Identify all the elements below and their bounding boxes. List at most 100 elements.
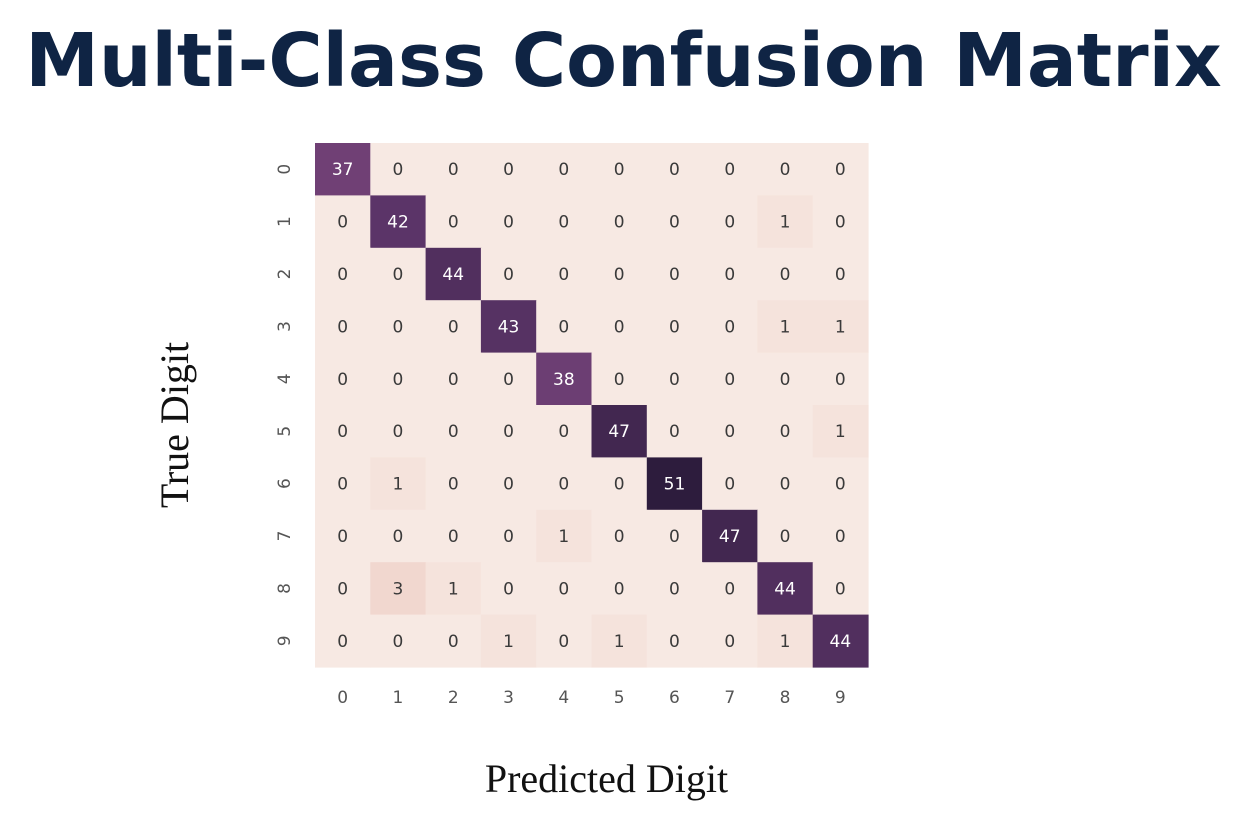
cell-value-r2-c5: 0 [614, 265, 625, 285]
heatmap-cell-r5-c9 [812, 405, 869, 458]
heatmap-cell-r4-c9 [812, 352, 869, 406]
cell-value-r9-c2: 0 [448, 632, 459, 652]
y-tick-label: 7 [275, 531, 295, 542]
heatmap-cell-r5-c0 [315, 405, 371, 458]
cell-value-r3-c8: 1 [780, 317, 791, 337]
cell-value-r1-c0: 0 [337, 213, 348, 233]
heatmap-cell-r0-c2 [425, 143, 482, 196]
x-tick-label: 5 [614, 688, 625, 708]
heatmap-cell-r7-c2 [425, 509, 482, 563]
cell-value-r5-c5: 47 [608, 422, 630, 442]
cell-value-r9-c5: 1 [614, 632, 625, 652]
cell-value-r3-c4: 0 [558, 317, 569, 337]
heatmap-cell-r2-c3 [480, 247, 537, 301]
heatmap-cell-r3-c3 [480, 300, 537, 354]
cell-value-r3-c6: 0 [669, 317, 680, 337]
cell-value-r9-c6: 0 [669, 632, 680, 652]
x-tick-label: 7 [724, 688, 735, 708]
cell-value-r6-c9: 0 [835, 475, 846, 495]
y-tick-labels: 0 1 2 3 4 5 6 7 8 9 [275, 164, 295, 646]
cell-value-r4-c8: 0 [780, 370, 791, 390]
heatmap-cell-r4-c7 [702, 352, 758, 406]
heatmap-cell-r9-c0 [315, 614, 371, 668]
cell-value-r8-c6: 0 [669, 579, 680, 599]
heatmap-cell-r9-c1 [370, 614, 427, 668]
heatmap-cell-r1-c8 [757, 195, 814, 249]
cell-value-r9-c0: 0 [337, 632, 348, 652]
heatmap-cell-r5-c4 [536, 405, 593, 458]
heatmap-cell-r8-c3 [480, 562, 537, 616]
cell-value-r3-c0: 0 [337, 317, 348, 337]
heatmap-cell-r5-c2 [425, 405, 482, 458]
cell-value-r6-c3: 0 [503, 475, 514, 495]
cell-value-r3-c3: 43 [498, 317, 520, 337]
heatmap-cell-r8-c5 [591, 562, 648, 616]
cell-value-r1-c3: 0 [503, 213, 514, 233]
heatmap-cell-r9-c2 [425, 614, 482, 668]
heatmap-cell-r9-c9 [812, 614, 869, 668]
cell-value-r5-c8: 0 [780, 422, 791, 442]
heatmap-cell-r4-c8 [757, 352, 814, 406]
heatmap-cell-r4-c5 [591, 352, 648, 406]
cell-value-r4-c0: 0 [337, 370, 348, 390]
cell-value-r8-c5: 0 [614, 579, 625, 599]
x-tick-label: 9 [835, 688, 846, 708]
heatmap-cell-r9-c8 [757, 614, 814, 668]
x-tick-label: 0 [337, 688, 348, 708]
cell-value-r1-c1: 42 [387, 213, 409, 233]
heatmap-cell-r3-c8 [757, 300, 814, 354]
heatmap-cell-r7-c4 [536, 509, 593, 563]
heatmap-cell-r8-c6 [646, 562, 703, 616]
cell-value-r0-c9: 0 [835, 160, 846, 180]
cell-value-r8-c2: 1 [448, 579, 459, 599]
heatmap-cell-r4-c2 [425, 352, 482, 406]
heatmap-cell-r6-c4 [536, 457, 593, 511]
cell-value-r8-c3: 0 [503, 579, 514, 599]
heatmap-cell-r7-c8 [757, 509, 814, 563]
cell-value-r2-c0: 0 [337, 265, 348, 285]
cell-value-r7-c7: 47 [719, 527, 741, 547]
heatmap-cell-r5-c3 [480, 405, 537, 458]
cell-value-r4-c7: 0 [724, 370, 735, 390]
cell-value-r4-c6: 0 [669, 370, 680, 390]
cell-value-r5-c0: 0 [337, 422, 348, 442]
heatmap-cell-r8-c4 [536, 562, 593, 616]
cell-value-r1-c8: 1 [780, 213, 791, 233]
y-tick-label: 8 [275, 583, 295, 594]
cell-value-r6-c1: 1 [393, 475, 404, 495]
heatmap-cell-r3-c7 [702, 300, 758, 354]
cell-value-r7-c5: 0 [614, 527, 625, 547]
cell-value-r9-c9: 44 [830, 632, 852, 652]
cell-value-r5-c2: 0 [448, 422, 459, 442]
heatmap-cell-r0-c5 [591, 143, 648, 196]
heatmap-cell-r4-c0 [315, 352, 371, 406]
heatmap-cell-r2-c1 [370, 247, 427, 301]
cell-value-r3-c9: 1 [835, 317, 846, 337]
cell-value-r1-c5: 0 [614, 213, 625, 233]
heatmap-cell-r3-c1 [370, 300, 427, 354]
heatmap-cell-r4-c1 [370, 352, 427, 406]
cell-value-r0-c5: 0 [614, 160, 625, 180]
cell-value-r0-c3: 0 [503, 160, 514, 180]
cell-value-r7-c2: 0 [448, 527, 459, 547]
cell-value-r6-c6: 51 [664, 475, 686, 495]
heatmap-cell-r1-c0 [315, 195, 371, 249]
heatmap-cell-r5-c7 [702, 405, 758, 458]
cell-value-r5-c1: 0 [393, 422, 404, 442]
heatmap-cell-r7-c9 [812, 509, 869, 563]
cell-value-r0-c8: 0 [780, 160, 791, 180]
heatmap-cell-r3-c5 [591, 300, 648, 354]
cell-value-r7-c4: 1 [558, 527, 569, 547]
cell-value-r4-c2: 0 [448, 370, 459, 390]
cell-value-r6-c7: 0 [724, 475, 735, 495]
y-axis-title: True Digit [152, 342, 197, 508]
cell-value-r2-c4: 0 [558, 265, 569, 285]
heatmap-cell-r3-c0 [315, 300, 371, 354]
cell-value-r7-c0: 0 [337, 527, 348, 547]
heatmap-cell-r1-c5 [591, 195, 648, 249]
heatmap-cell-r0-c9 [812, 143, 869, 196]
heatmap-cell-r2-c7 [702, 247, 758, 301]
heatmap-cell-r6-c5 [591, 457, 648, 511]
heatmap-cell-r8-c7 [702, 562, 758, 616]
